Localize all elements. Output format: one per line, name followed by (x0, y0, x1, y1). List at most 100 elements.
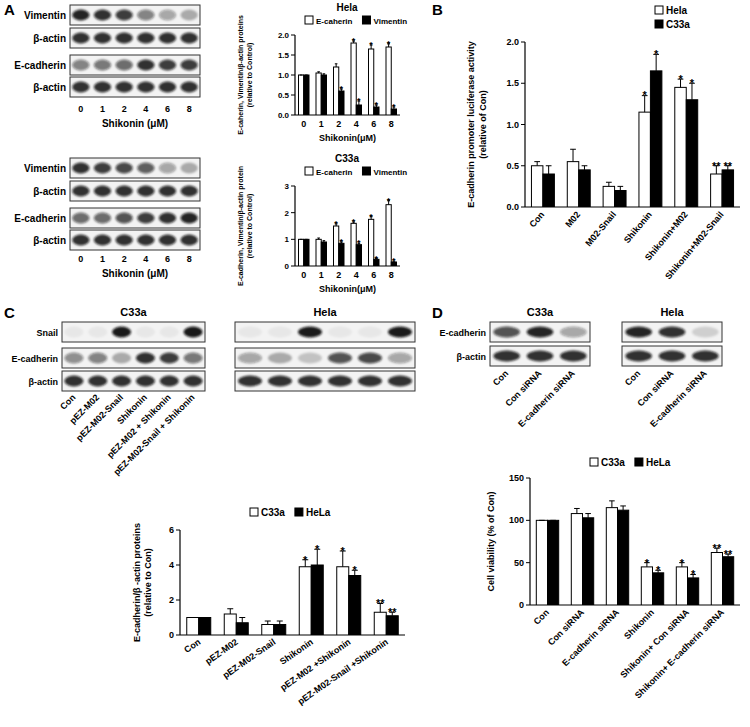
error-bar (277, 621, 283, 625)
band (692, 327, 719, 338)
y-tick-label: 2.0 (278, 31, 290, 40)
y-tick-label: 1.0 (278, 71, 290, 80)
error-cap (546, 165, 552, 166)
legend-swatch (590, 458, 598, 466)
error-cap (582, 165, 588, 166)
x-tick-label: pEZ-M02-Snail +Shikonin (296, 637, 390, 707)
bar (531, 166, 542, 207)
error-bar (300, 75, 303, 76)
error-bar (190, 617, 196, 618)
error-line (267, 621, 268, 625)
band (238, 327, 262, 338)
y-tick (291, 186, 295, 187)
lane-label: 8 (187, 254, 192, 264)
error-line (576, 508, 577, 513)
y-tick (291, 266, 295, 267)
band (88, 327, 107, 338)
legend-swatch (250, 508, 258, 516)
blot-strip (70, 28, 200, 48)
x-axis (180, 634, 405, 635)
blot: Vimentinβ-actinE-cadherinβ-actin012468Sh… (14, 5, 200, 129)
blot-strip (235, 348, 415, 368)
x-tick-label: Con (532, 607, 551, 626)
significance: ** (712, 160, 721, 172)
bar (199, 618, 211, 636)
band (116, 82, 133, 93)
x-tick-label: 8 (389, 119, 394, 129)
bar (351, 43, 356, 115)
chart-title: C33a (335, 153, 359, 164)
error-cap (323, 240, 326, 241)
lane-label: 4 (143, 104, 148, 114)
error-line (323, 74, 324, 75)
error-cap (239, 617, 245, 618)
error-bar (550, 520, 556, 521)
error-bar (335, 64, 338, 67)
panel-label: A (4, 1, 15, 18)
bar (236, 623, 248, 635)
x-tick-label: 2 (336, 119, 341, 129)
legend-swatch (362, 16, 370, 24)
band (560, 351, 587, 362)
legend-swatch (295, 508, 303, 516)
error-line (318, 72, 319, 73)
lane-label: 2 (122, 104, 127, 114)
band (136, 327, 155, 338)
bar (356, 105, 361, 115)
row-label: E-cadherin (14, 213, 66, 224)
legend-item: C33a (250, 507, 285, 518)
band (159, 10, 176, 21)
band (298, 353, 322, 364)
error-bar (582, 166, 588, 170)
y-tick-label: 0 (169, 630, 174, 640)
error-cap (335, 63, 338, 64)
x-tick-label: M02-Snail (583, 210, 618, 249)
y-tick-label: 2 (285, 209, 290, 218)
bar-chart: 050100150ConCon siRNAE-cadherin siRNAShi… (486, 457, 740, 701)
error-line (584, 166, 585, 170)
bar-chart: 0.00.51.01.52.0ConM02M02-SnailShikoninSh… (466, 5, 740, 282)
legend-swatch (305, 16, 313, 24)
band (184, 327, 203, 338)
y-tick-label: 0.5 (506, 161, 519, 171)
error-bar (570, 149, 576, 161)
error-line (318, 238, 319, 239)
bar (337, 567, 349, 635)
significance: * (387, 39, 391, 49)
y-tick-label: 1.5 (506, 78, 519, 88)
bar (349, 576, 361, 636)
error-cap (620, 505, 626, 506)
bar (650, 71, 661, 207)
legend-label: HeLa (306, 507, 331, 518)
bar (274, 625, 286, 636)
band (72, 82, 89, 93)
error-cap (323, 73, 326, 74)
legend-swatch (655, 6, 663, 14)
lane-label: 2 (122, 254, 127, 264)
error-cap (585, 513, 591, 514)
y-axis (294, 186, 295, 266)
band (159, 60, 176, 71)
band (159, 213, 176, 224)
bar (334, 226, 339, 266)
significance: * (375, 254, 379, 264)
y-tick-label: 150 (509, 473, 524, 483)
bar (676, 567, 687, 605)
significance: * (654, 48, 659, 60)
y-axis (529, 478, 530, 605)
lane-label: E-cadherin siRNA (516, 368, 577, 429)
error-cap (202, 617, 208, 618)
blot-strip (70, 208, 200, 228)
error-bar (609, 501, 615, 508)
band (625, 351, 652, 362)
row-label: Vimentin (24, 10, 66, 21)
significance: * (690, 77, 695, 89)
blot-strip (490, 346, 590, 366)
bar (639, 112, 650, 207)
error-line (573, 149, 574, 161)
bar (262, 625, 274, 636)
significance: ** (388, 606, 397, 618)
band (159, 82, 176, 93)
band (184, 353, 203, 364)
band (358, 353, 382, 364)
